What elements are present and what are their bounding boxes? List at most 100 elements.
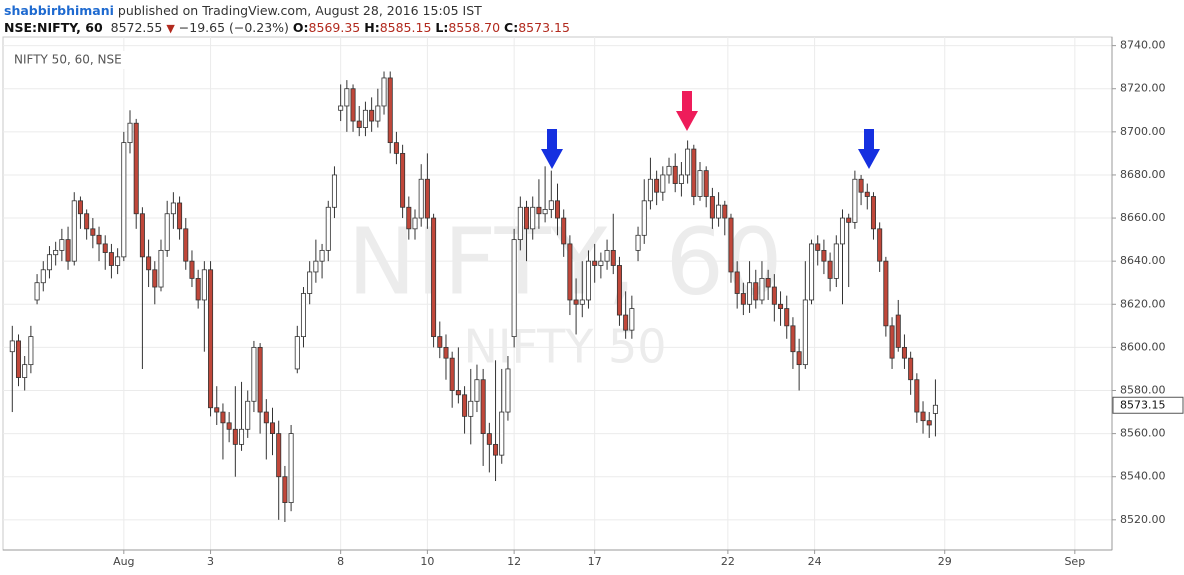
candle-body [660, 174, 666, 193]
y-tick-label: 8600.00 [1120, 340, 1166, 353]
candle-body [709, 196, 715, 219]
candle-body [703, 170, 709, 197]
candle-body [455, 390, 461, 396]
candle-body [214, 407, 220, 413]
x-tick-label: Aug [113, 555, 134, 568]
candle-body [90, 228, 96, 236]
candle-body [276, 433, 282, 478]
candle-body [635, 234, 641, 251]
candle-body [356, 120, 362, 128]
candle-body [257, 346, 263, 413]
candle-body [431, 217, 437, 338]
candle-body [877, 228, 883, 262]
candle-body [189, 260, 195, 279]
close-value: 8573.15 [518, 20, 570, 35]
candle-body [901, 346, 907, 359]
candle-body [338, 105, 344, 111]
candle-body [889, 325, 895, 359]
candle-body [585, 260, 591, 301]
y-tick-label: 8700.00 [1120, 125, 1166, 138]
candle-body [381, 77, 387, 107]
x-tick-label: 29 [938, 555, 952, 568]
candle-body [908, 357, 914, 381]
candle-body [127, 122, 133, 144]
candle-body [895, 314, 901, 348]
candle-body [691, 148, 697, 197]
candle-body [685, 148, 691, 176]
candle-body [815, 243, 821, 251]
candle-body [833, 243, 839, 279]
x-tick-label: 10 [420, 555, 434, 568]
candle-body [375, 105, 381, 122]
candle-body [443, 346, 449, 359]
candle-body [313, 260, 319, 273]
header-line-2: NSE:NIFTY, 60 8572.55 ▼ −19.65 (−0.23%) … [4, 19, 570, 37]
candle-body [22, 364, 28, 378]
candle-body [77, 200, 83, 215]
candle-body [765, 278, 771, 288]
candle-body [524, 206, 530, 230]
candle-body [616, 265, 622, 316]
candle-body [462, 394, 468, 417]
candle-body [870, 196, 876, 230]
candle-body [71, 200, 77, 262]
candle-body [846, 217, 852, 223]
candle-body [554, 200, 561, 219]
candle-body [517, 206, 523, 241]
candle-body [387, 77, 393, 144]
candle-body [623, 314, 629, 331]
candle-body [53, 249, 59, 256]
chart-title-bg [8, 51, 130, 69]
y-tick-label: 8660.00 [1120, 211, 1166, 224]
author[interactable]: shabbirbhimani [4, 3, 114, 18]
grid [3, 37, 1112, 550]
candle-body [784, 308, 790, 327]
candle-body [177, 202, 183, 230]
candle-body [300, 293, 306, 338]
candle-body [121, 142, 127, 258]
candle-body [108, 252, 114, 266]
candle-body [802, 299, 808, 366]
candle-body [331, 174, 337, 208]
y-tick-label: 8520.00 [1120, 513, 1166, 526]
high-label: H: [364, 20, 380, 35]
candle-body [678, 174, 684, 184]
candle-body [920, 411, 926, 422]
candle-body [424, 178, 430, 219]
down-triangle: ▼ [166, 22, 175, 35]
candle-body [319, 249, 325, 262]
candle-body [344, 88, 350, 107]
header: shabbirbhimani published on TradingView.… [4, 2, 570, 37]
candle-body [740, 293, 746, 305]
candle-body [201, 269, 207, 301]
candle-body [914, 379, 920, 413]
candle-body [548, 200, 554, 210]
candle-body [753, 282, 759, 301]
candle-body [152, 269, 158, 288]
plot-frame [2, 36, 1113, 551]
header-line-1: shabbirbhimani published on TradingView.… [4, 2, 570, 19]
high-value: 8585.15 [379, 20, 432, 35]
y-tick-label: 8620.00 [1120, 297, 1166, 310]
candle-body [796, 351, 802, 366]
candle-body [604, 249, 610, 262]
candle-body [133, 122, 139, 215]
candle-body [40, 269, 46, 284]
candle-body [102, 243, 108, 253]
candle-body [827, 260, 833, 279]
candle-body [926, 420, 932, 426]
y-tick-label: 8580.00 [1120, 383, 1166, 396]
x-tick-label: 24 [808, 555, 822, 568]
candle-body [852, 178, 858, 223]
candle-body [369, 109, 375, 122]
y-tick-label: 8720.00 [1120, 82, 1166, 95]
candle-body [418, 178, 424, 219]
candle-body [722, 204, 728, 219]
last-price-label: 8573.15 [1120, 398, 1166, 411]
candle-body [9, 340, 15, 353]
candle-body [598, 260, 604, 266]
candle-body [146, 256, 152, 271]
last-price-tag [1112, 396, 1184, 414]
candle-body [139, 213, 145, 258]
